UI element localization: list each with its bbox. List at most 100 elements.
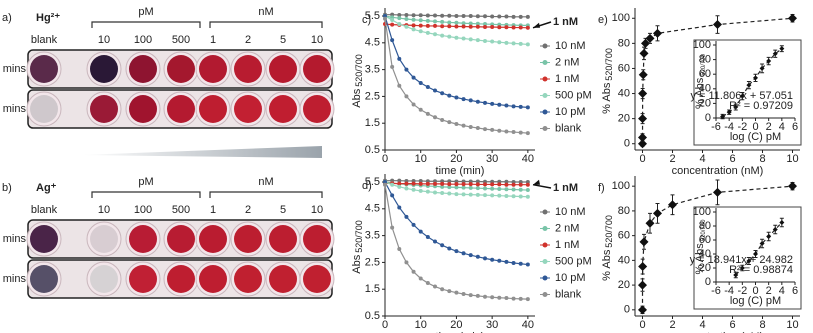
series-marker — [490, 101, 495, 106]
y-tick-label: 60 — [618, 62, 630, 74]
series-marker — [454, 122, 459, 127]
x-tick-label: 10 — [415, 153, 427, 165]
series-marker — [468, 37, 473, 42]
data-point — [726, 109, 732, 115]
series-marker — [397, 56, 402, 61]
data-point — [772, 51, 778, 57]
x-axis-label: time (min) — [436, 165, 485, 177]
gradient-wedge — [80, 146, 322, 158]
group-bracket — [91, 191, 201, 198]
data-point — [713, 20, 722, 30]
series-marker — [404, 94, 409, 99]
y-tick-label: 2.5 — [365, 90, 380, 102]
row-label: 5 mins — [0, 233, 26, 245]
ion-label: Hg²⁺ — [36, 12, 60, 24]
y-tick-label: 3.5 — [365, 230, 380, 242]
well — [199, 55, 227, 83]
series-marker — [497, 25, 502, 30]
series-marker — [490, 257, 495, 262]
well — [129, 55, 157, 83]
x-axis-label: concentration (nM) — [672, 331, 764, 333]
series-marker — [404, 12, 409, 17]
column-label: 10 — [98, 34, 110, 46]
series-marker — [490, 25, 495, 30]
series-marker — [475, 99, 480, 104]
series-marker — [433, 32, 437, 37]
row-label: 45 mins — [0, 103, 26, 115]
series-marker — [525, 188, 530, 193]
data-point — [788, 13, 797, 23]
series-marker — [447, 182, 452, 187]
x-tick-label: 6 — [729, 319, 735, 331]
panel-label: f) — [598, 182, 605, 194]
arrow-head — [533, 22, 540, 28]
series-marker — [504, 296, 509, 301]
series-marker — [433, 23, 437, 28]
well — [90, 55, 118, 83]
x-tick-label: 30 — [486, 319, 498, 331]
series-marker — [390, 22, 395, 27]
column-label: 5 — [280, 204, 286, 216]
well — [234, 265, 262, 293]
series-marker — [404, 24, 409, 29]
series-marker — [397, 83, 402, 88]
series-marker — [518, 130, 523, 135]
series-marker — [525, 105, 530, 110]
legend-label: 10 nM — [555, 40, 586, 52]
series-marker — [468, 253, 473, 258]
data-point — [645, 218, 655, 228]
data-point — [759, 241, 765, 246]
x-tick-label: -4 — [724, 285, 734, 297]
series-marker — [483, 127, 487, 132]
y-tick-label: 2.5 — [365, 256, 380, 268]
well — [199, 265, 227, 293]
series-marker — [475, 24, 480, 29]
trend-line — [641, 17, 793, 144]
data-point — [772, 227, 778, 232]
y-tick-label: 20 — [618, 113, 630, 125]
group-label: pM — [138, 176, 153, 188]
group-bracket — [209, 191, 323, 198]
x-tick-label: 0 — [639, 153, 645, 165]
well — [30, 265, 58, 293]
series-marker — [468, 124, 473, 129]
y-label-main: % Abs — [601, 82, 613, 114]
series-marker — [418, 181, 423, 186]
y-tick-label: 20 — [618, 279, 630, 291]
series-marker — [525, 25, 530, 30]
group-label: nM — [258, 6, 273, 18]
series-marker — [418, 13, 423, 18]
data-point — [638, 114, 648, 124]
x-tick-label: -2 — [737, 121, 747, 133]
series-marker — [483, 25, 487, 30]
series-marker — [525, 262, 530, 267]
series-marker — [433, 19, 437, 24]
x-axis-label: concentration (nM) — [672, 165, 764, 177]
arrow-head — [533, 179, 540, 185]
group-label: nM — [258, 176, 273, 188]
y-tick-label: 60 — [618, 230, 630, 242]
legend-label: 10 pM — [555, 272, 586, 284]
column-label: 500 — [172, 204, 190, 216]
column-label: 100 — [134, 204, 152, 216]
series-marker — [418, 178, 423, 183]
column-label: 10 — [311, 34, 323, 46]
series-marker — [483, 14, 487, 19]
fit-equation: y = 18.941x + 24.982 — [690, 254, 793, 266]
y-label-sub: 520/700 — [604, 215, 614, 248]
x-tick-label: 40 — [522, 319, 534, 331]
series-marker — [504, 129, 509, 134]
series-marker — [490, 182, 495, 187]
y-tick-label: 0 — [705, 276, 711, 288]
series-marker — [483, 182, 487, 187]
series-marker — [447, 34, 452, 39]
series-marker — [475, 126, 480, 131]
series-marker — [440, 13, 445, 18]
series-marker — [475, 254, 480, 259]
series-marker — [497, 193, 502, 198]
series-marker — [497, 14, 502, 19]
data-point — [720, 114, 726, 120]
series-marker — [461, 36, 466, 41]
series-marker — [483, 22, 487, 27]
series-marker — [418, 188, 423, 193]
